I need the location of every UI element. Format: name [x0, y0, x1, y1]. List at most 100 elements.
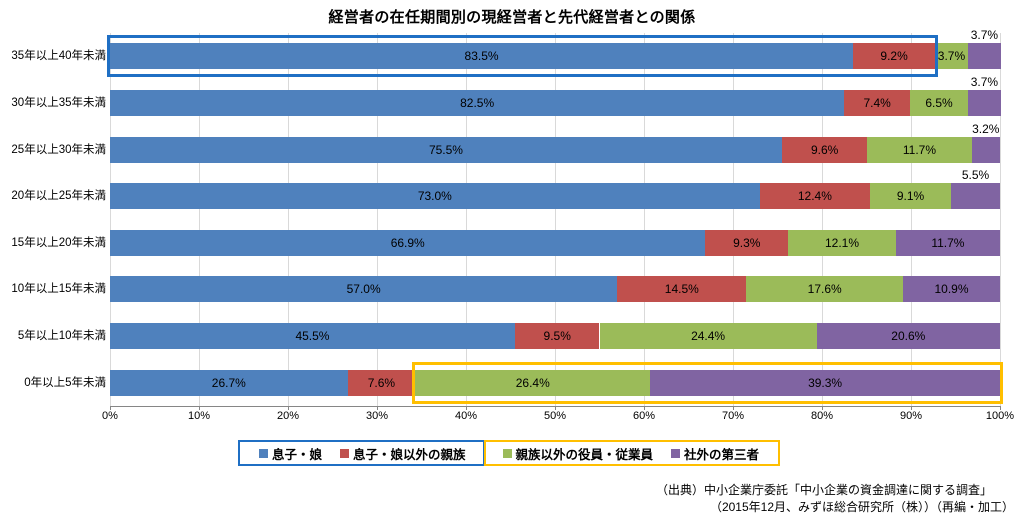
x-axis-tick: [911, 406, 912, 410]
bar-segment[interactable]: 9.2%: [853, 43, 936, 70]
gridline: [555, 33, 556, 406]
x-axis-tick-label: 20%: [276, 410, 300, 422]
bar-value-label: 45.5%: [295, 329, 330, 344]
x-axis-tick: [288, 406, 289, 410]
legend-item[interactable]: 社外の第三者: [671, 444, 759, 463]
bar-segment[interactable]: 39.3%: [650, 369, 1000, 396]
bar-value-label: 9.1%: [896, 189, 925, 204]
bar-segment[interactable]: 14.5%: [617, 276, 747, 303]
bar-segment[interactable]: 9.1%: [870, 183, 952, 210]
y-axis-label: 15年以上20年未満: [11, 236, 106, 249]
bar-segment[interactable]: 11.7%: [895, 229, 1000, 256]
bar-segment[interactable]: 26.4%: [415, 369, 651, 396]
bar-segment[interactable]: 20.6%: [816, 323, 1000, 350]
y-axis-label: 10年以上15年未満: [11, 283, 106, 296]
legend-color-swatch: [671, 448, 681, 458]
x-axis-tick-label: 10%: [187, 410, 211, 422]
gridline: [911, 33, 912, 406]
bar-value-label: 9.5%: [543, 329, 571, 344]
bar-value-label: 73.0%: [417, 189, 452, 204]
bar-value-label: 75.5%: [428, 142, 463, 157]
bar-segment[interactable]: 24.4%: [599, 323, 817, 350]
bar-segment[interactable]: 83.5%: [110, 43, 854, 70]
x-axis-tick-label: 30%: [365, 410, 389, 422]
x-axis-tick: [644, 406, 645, 410]
x-axis-tick: [377, 406, 378, 410]
bar-segment[interactable]: 26.7%: [110, 369, 348, 396]
legend-item[interactable]: 息子・娘以外の親族: [340, 444, 466, 463]
bar-segment[interactable]: 9.6%: [781, 136, 868, 163]
y-axis-label: 5年以上10年未満: [17, 330, 106, 343]
gridline: [733, 33, 734, 406]
bar-segment[interactable]: 9.5%: [514, 323, 600, 350]
bar-segment[interactable]: 11.7%: [867, 136, 972, 163]
bar-row[interactable]: 57.0% 14.5% 17.6% 10.9%: [110, 276, 1000, 303]
bar-segment[interactable]: 5.5%: [951, 168, 1000, 210]
legend-item[interactable]: 親族以外の役員・従業員: [502, 444, 653, 463]
x-axis-tick: [466, 406, 467, 410]
bar-segment[interactable]: 6.5%: [910, 89, 968, 116]
bar-segment[interactable]: 66.9%: [110, 229, 706, 256]
gridline: [377, 33, 378, 406]
bar-value-label: 9.2%: [880, 49, 908, 64]
bar-row[interactable]: 66.9% 9.3% 12.1% 11.7%: [110, 229, 1000, 256]
bar-segment[interactable]: 3.7%: [935, 43, 968, 70]
legend-item[interactable]: 息子・娘: [259, 444, 322, 463]
x-axis-tick: [110, 406, 111, 410]
bar-row[interactable]: 26.7% 7.6% 26.4% 39.3%: [110, 369, 1000, 396]
x-axis-tick: [199, 406, 200, 410]
bar-value-label: 26.4%: [515, 375, 550, 390]
bar-value-label: 3.7%: [970, 28, 999, 43]
bar-segment[interactable]: 3.7%: [967, 28, 1001, 70]
y-axis-label: 30年以上35年未満: [11, 96, 106, 109]
chart-title: 経営者の在任期間別の現経営者と先代経営者との関係: [328, 9, 696, 26]
x-axis-tick-label: 60%: [632, 410, 656, 422]
bar-value-label: 7.6%: [367, 375, 396, 390]
bar-row[interactable]: 83.5% 9.2% 3.7% 3.7%: [110, 28, 1001, 70]
y-axis-label: 35年以上40年未満: [11, 50, 106, 63]
legend-group-family: 息子・娘 息子・娘以外の親族: [238, 440, 485, 466]
gridline: [644, 33, 645, 406]
bar-value-label: 17.6%: [807, 282, 842, 297]
bar-segment[interactable]: 73.0%: [110, 183, 760, 210]
bar-value-label: 3.7%: [970, 74, 999, 89]
bar-value-label: 82.5%: [460, 95, 495, 110]
bar-row[interactable]: 45.5% 9.5% 24.4% 20.6%: [110, 323, 1000, 350]
x-axis-tick-label: 40%: [454, 410, 478, 422]
bar-value-label: 57.0%: [346, 282, 381, 297]
bar-segment[interactable]: 12.1%: [788, 229, 896, 256]
bar-segment[interactable]: 10.9%: [902, 276, 1000, 303]
bar-segment[interactable]: 82.5%: [110, 89, 845, 116]
bar-segment[interactable]: 7.6%: [347, 369, 416, 396]
gridline: [199, 33, 200, 406]
bar-value-label: 9.3%: [733, 235, 761, 250]
x-axis-tick-label: 0%: [102, 410, 118, 422]
x-axis-tick-label: 100%: [985, 410, 1015, 422]
x-axis-tick: [733, 406, 734, 410]
bar-segment[interactable]: 7.4%: [844, 89, 911, 116]
bar-row[interactable]: 75.5% 9.6% 11.7% 3.2%: [110, 122, 1000, 163]
bar-value-label: 5.5%: [961, 168, 990, 183]
bar-value-label: 11.7%: [931, 235, 965, 250]
bar-segment[interactable]: 3.2%: [971, 122, 1000, 163]
bar-row[interactable]: 73.0% 12.4% 9.1% 5.5%: [110, 168, 1000, 210]
bar-value-label: 12.1%: [825, 235, 860, 250]
x-axis-tick: [1000, 406, 1001, 410]
gridline: [822, 33, 823, 406]
bar-value-label: 12.4%: [797, 189, 832, 204]
legend-label: 社外の第三者: [684, 447, 760, 462]
bar-segment[interactable]: 12.4%: [759, 183, 871, 210]
y-axis-label: 25年以上30年未満: [11, 143, 106, 156]
bar-segment[interactable]: 75.5%: [110, 136, 782, 163]
y-axis-label: 0年以上5年未満: [24, 376, 106, 389]
bar-value-label: 39.3%: [808, 375, 843, 390]
source-note: （出典）中小企業庁委託「中小企業の資金調達に関する調査」 （2015年12月、み…: [655, 483, 1014, 514]
bar-segment[interactable]: 3.7%: [967, 75, 1001, 116]
x-axis-tick-label: 50%: [543, 410, 567, 422]
bar-segment[interactable]: 9.3%: [705, 229, 789, 256]
bar-row[interactable]: 82.5% 7.4% 6.5% 3.7%: [110, 75, 1001, 116]
bar-segment[interactable]: 45.5%: [110, 323, 515, 350]
bar-segment[interactable]: 17.6%: [746, 276, 903, 303]
bar-segment[interactable]: 57.0%: [110, 276, 618, 303]
